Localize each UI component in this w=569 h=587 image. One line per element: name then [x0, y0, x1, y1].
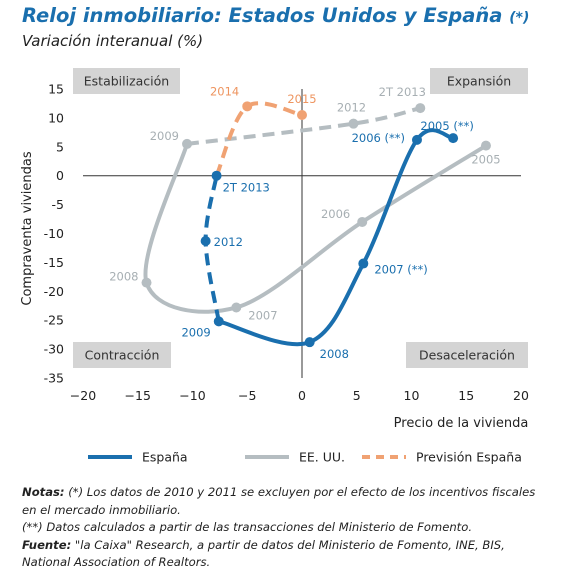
series-line-4	[214, 101, 303, 177]
point-label: 2009	[150, 129, 179, 143]
data-point	[415, 103, 426, 114]
y-tick-label: -25	[44, 313, 64, 328]
y-tick-label: 10	[48, 110, 64, 125]
point-label: 2007	[248, 308, 277, 322]
point-label: 2006 (**)	[352, 131, 405, 145]
note-2: (**) Datos calculados a partir de las tr…	[22, 520, 473, 534]
quadrant-top-left: Estabilización	[84, 74, 169, 89]
legend-label: EE. UU.	[299, 450, 345, 465]
x-tick-label: 15	[458, 388, 474, 403]
x-tick-label: 5	[353, 388, 361, 403]
source: Fuente: "la Caixa" Research, a partir de…	[22, 537, 552, 572]
quadrant-bottom-right: Desaceleración	[419, 348, 515, 363]
data-point	[448, 133, 459, 144]
chart-title: Reloj inmobiliario: Estados Unidos y Esp…	[22, 4, 529, 27]
data-point	[411, 134, 422, 145]
data-point	[213, 316, 224, 327]
x-tick-label: 0	[298, 388, 306, 403]
quadrant-bottom-left: Contracción	[85, 348, 160, 363]
quadrant-bottom-left-box	[73, 342, 171, 368]
x-tick-label: −5	[238, 388, 256, 403]
data-point	[182, 138, 193, 149]
data-point	[200, 236, 211, 247]
point-label: 2005	[471, 153, 500, 167]
note-1-text: (*) Los datos de 2010 y 2011 se excluyen…	[22, 485, 536, 517]
quadrant-bottom-right-box	[406, 342, 528, 368]
legend-label: Previsión España	[416, 450, 522, 465]
point-label: 2005 (**)	[420, 119, 473, 133]
x-tick-label: −10	[179, 388, 205, 403]
data-point	[357, 216, 368, 227]
data-point	[480, 140, 491, 151]
notes-label: Notas:	[22, 485, 65, 499]
data-point	[348, 118, 359, 129]
y-tick-label: 5	[56, 139, 64, 154]
y-tick-label: -5	[52, 197, 64, 212]
series-line-1	[186, 106, 421, 146]
data-point	[304, 337, 315, 348]
x-tick-label: −15	[125, 388, 151, 403]
source-label: Fuente:	[22, 537, 72, 552]
point-label: 2009	[181, 325, 210, 339]
x-tick-label: −20	[70, 388, 96, 403]
y-axis-label: Compraventa viviendas	[20, 151, 35, 305]
notes-block: Notas: (*) Los datos de 2010 y 2011 se e…	[22, 484, 552, 572]
point-label: 2008	[320, 347, 349, 361]
y-tick-label: -30	[44, 342, 64, 357]
data-point	[141, 277, 152, 288]
point-label: 2006	[321, 207, 350, 221]
chart-title-mark: (*)	[509, 10, 530, 26]
point-label: 2014	[210, 84, 239, 98]
point-label: 2T 2013	[379, 85, 426, 99]
point-label: 2T 2013	[223, 181, 270, 195]
data-point	[231, 302, 242, 313]
data-point	[242, 101, 253, 112]
quadrant-top-right-box	[430, 68, 528, 94]
x-axis-label: Precio de la vivienda	[394, 416, 529, 431]
housing-clock-chart: −20 −15 −10 −5 0 5 10 15 20151050-5-10-15-20-25-…	[20, 68, 529, 465]
point-label: 2012	[337, 101, 366, 115]
legend-label: España	[142, 450, 188, 465]
source-text: "la Caixa" Research, a partir de datos d…	[22, 537, 505, 570]
y-tick-label: -20	[44, 284, 64, 299]
point-label: 2015	[287, 92, 316, 106]
note-1: Notas: (*) Los datos de 2010 y 2011 se e…	[22, 484, 552, 519]
data-point	[297, 110, 307, 121]
point-label: 2012	[214, 235, 243, 249]
y-tick-label: -35	[44, 371, 64, 386]
data-point	[358, 258, 369, 269]
y-tick-label: 0	[56, 168, 64, 183]
y-tick-label: -15	[44, 255, 64, 270]
quadrant-top-left-box	[73, 68, 180, 94]
y-tick-label: -10	[44, 226, 64, 241]
y-tick-label: 15	[48, 82, 64, 97]
quadrant-top-right: Expansión	[447, 74, 511, 89]
point-label: 2008	[109, 270, 138, 284]
series-line-0	[143, 143, 488, 314]
x-tick-label: 20	[513, 388, 529, 403]
x-tick-label: 10	[404, 388, 420, 403]
chart-title-text: Reloj inmobiliario: Estados Unidos y Esp…	[22, 4, 503, 27]
point-label: 2007 (**)	[374, 263, 427, 277]
data-point	[211, 170, 222, 181]
chart-subtitle: Variación interanual (%)	[22, 32, 204, 50]
